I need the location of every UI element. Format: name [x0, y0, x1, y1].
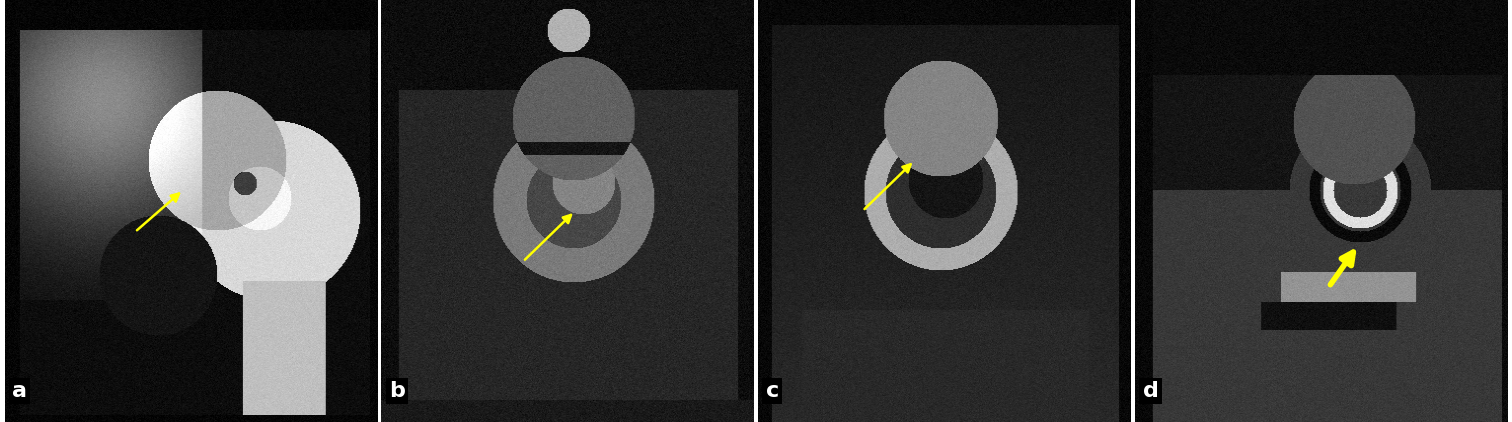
Text: b: b	[389, 381, 405, 401]
Text: d: d	[1143, 381, 1158, 401]
Text: a: a	[12, 381, 27, 401]
Text: c: c	[765, 381, 779, 401]
